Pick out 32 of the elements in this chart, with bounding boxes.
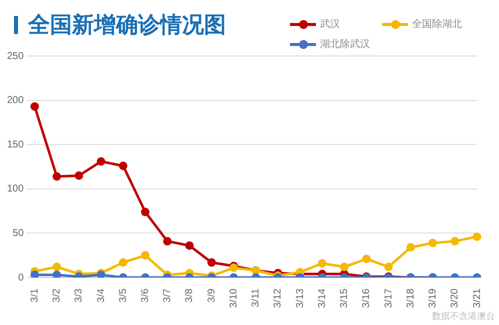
legend-label: 全国除湖北 [412, 18, 462, 31]
y-tick-label: 0 [18, 272, 24, 284]
x-tick-label: 3/2 [52, 288, 63, 302]
x-tick-label: 3/10 [228, 288, 240, 308]
x-tick-label: 3/19 [428, 288, 439, 308]
text: 数据不含港澳台 [432, 310, 495, 323]
y-tick-label: 250 [6, 50, 24, 62]
x-tick-label: 3/8 [184, 288, 196, 302]
x-tick-label: 3/4 [96, 288, 107, 302]
y-tick-label: 150 [6, 139, 24, 150]
x-tick-label: 3/13 [294, 288, 306, 308]
x-tick-label: 3/1 [29, 288, 40, 302]
x-tick-label: 3/11 [250, 288, 262, 308]
chart-title: 全国新增确诊情况图 [28, 12, 226, 40]
x-tick-label: 3/18 [405, 288, 416, 308]
x-tick-label: 3/21 [472, 288, 483, 308]
x-tick-label: 3/5 [118, 288, 129, 302]
x-tick-label: 3/20 [450, 288, 461, 308]
y-tick-label: 100 [6, 184, 24, 195]
x-tick-label: 3/14 [316, 288, 328, 308]
x-tick-label: 3/17 [383, 288, 394, 308]
x-tick-label: 3/3 [74, 288, 85, 302]
x-tick-label: 3/7 [162, 288, 174, 302]
x-tick-label: 3/6 [140, 288, 152, 302]
x-tick-label: 3/12 [272, 288, 284, 308]
x-tick-label: 3/16 [361, 288, 372, 308]
y-tick-label: 50 [12, 228, 24, 239]
x-tick-label: 3/9 [206, 288, 218, 302]
x-tick-label: 3/15 [339, 288, 350, 308]
legend-label: 武汉 [320, 18, 340, 31]
legend-label: 湖北除武汉 [320, 38, 370, 51]
y-tick-label: 200 [6, 95, 24, 106]
